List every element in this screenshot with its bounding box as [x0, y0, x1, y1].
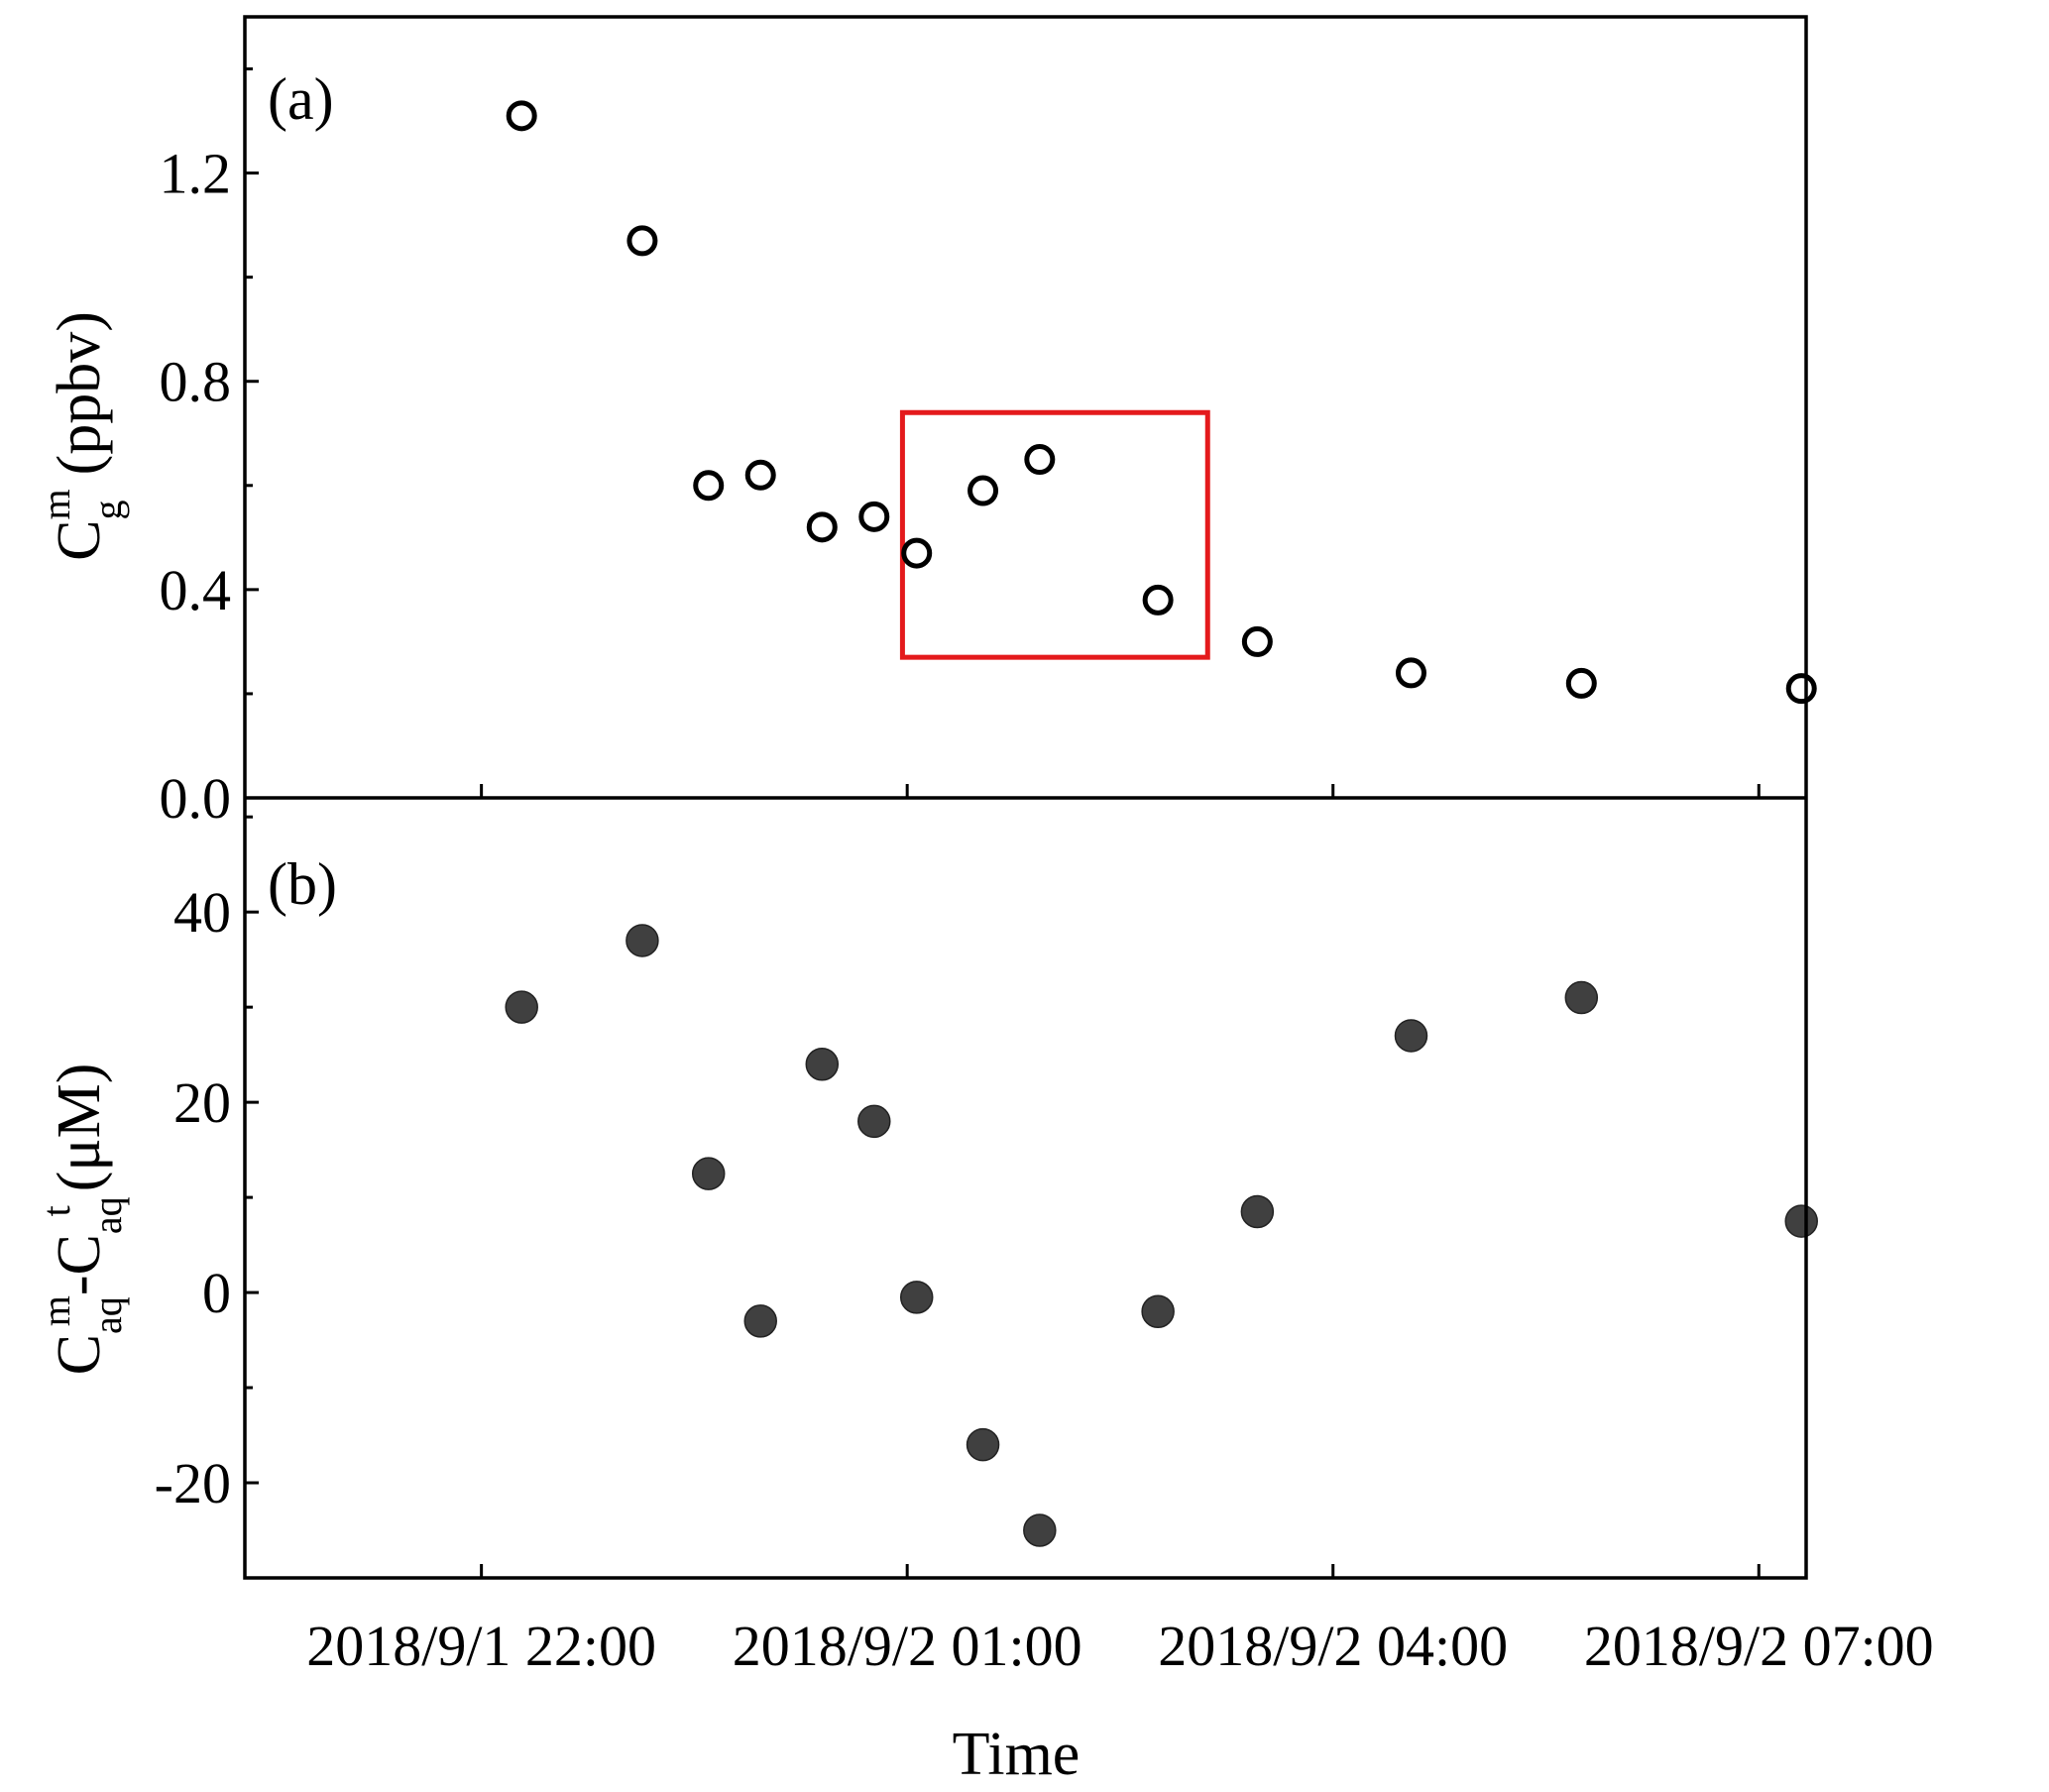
- panel-b-ylabel-sub1: aq: [85, 1296, 130, 1334]
- panel-a-y-tick-label: 0.0: [160, 766, 232, 831]
- highlight-box: [899, 409, 1210, 660]
- panel-a-data-point: [858, 501, 890, 532]
- panel-a-data-point: [626, 225, 658, 257]
- panel-a-data-point: [693, 470, 725, 502]
- panel-b-data-point: [1240, 1194, 1275, 1229]
- x-tick-label: 2018/9/1 22:00: [306, 1614, 656, 1678]
- panel-a-y-tick-label: 1.2: [160, 142, 232, 206]
- x-tick-labels: 2018/9/1 22:00 2018/9/2 01:00 2018/9/2 04:…: [306, 1614, 1933, 1678]
- panel-b-ylabel-main: C: [46, 1334, 113, 1375]
- panel-a-data-point: [1241, 625, 1273, 657]
- panel-a-y-ticks: 0.0 0.4 0.8 1.2: [160, 67, 259, 831]
- panel-b-y-ticks: -20 0 20 40: [155, 815, 259, 1515]
- panel-b-y-axis-title: Caqm-Caqt(μM): [34, 1064, 130, 1376]
- panel-a-data-point: [1142, 584, 1174, 616]
- panel-a-x-ticks: [480, 784, 1761, 798]
- panel-b-data-point: [805, 1047, 840, 1081]
- panel-b-y-tick-label: -20: [155, 1451, 231, 1515]
- panel-a-data-point: [1395, 657, 1426, 689]
- panel-b-ylabel-sub2: aq: [85, 1196, 130, 1234]
- panel-b-markers: [505, 924, 1818, 1547]
- panel-b-data-point: [899, 1281, 934, 1314]
- panel-a-data-point: [901, 537, 933, 569]
- panel-a-data-point: [506, 100, 537, 132]
- panel-b-data-point: [505, 990, 538, 1024]
- panel-a-data-point: [806, 511, 838, 543]
- panel-b-data-point: [966, 1427, 1000, 1462]
- panel-a-y-axis-title: Cgm (ppbv): [34, 311, 130, 561]
- panel-b-data-point: [691, 1157, 726, 1190]
- panel-a: (a) 0.0 0.4 0.8 1.2 Cgm (ppbv): [34, 66, 1817, 831]
- plot-frame: [243, 15, 1808, 1580]
- panel-b-ylabel-sup1: m: [34, 1295, 78, 1326]
- panel-a-data-point: [1024, 444, 1056, 476]
- panel-b-y-tick-label: 20: [173, 1070, 231, 1135]
- panel-b-ylabel-rest: (μM): [46, 1064, 113, 1192]
- panel-b-data-point: [1564, 980, 1599, 1015]
- panel-a-data-point: [1565, 667, 1597, 699]
- panel-b-x-ticks: [480, 1564, 1761, 1578]
- panel-a-markers: [506, 100, 1817, 705]
- panel-b-data-point: [743, 1304, 777, 1338]
- panel-a-data-point: [1785, 673, 1817, 705]
- panel-b-ylabel-dash: -C: [46, 1234, 113, 1295]
- panel-b-data-point: [626, 924, 659, 957]
- highlight-box-group: [899, 409, 1210, 660]
- panel-a-ylabel-sub: g: [85, 501, 130, 520]
- panel-a-data-point: [968, 475, 999, 506]
- panel-a-ylabel-rest: (ppbv): [46, 311, 113, 475]
- panel-a-ylabel-sup: m: [34, 489, 78, 519]
- panel-a-y-tick-label: 0.4: [160, 558, 232, 622]
- panel-b-y-tick-label: 40: [173, 880, 231, 945]
- panel-a-data-point: [744, 459, 776, 491]
- x-tick-label: 2018/9/2 07:00: [1584, 1614, 1934, 1678]
- panel-b-data-point: [1784, 1204, 1818, 1238]
- panel-b-data-point: [1023, 1513, 1057, 1547]
- x-axis-title: Time: [953, 1721, 1081, 1788]
- panel-b-data-point: [1141, 1294, 1175, 1329]
- x-tick-label: 2018/9/2 01:00: [733, 1614, 1082, 1678]
- x-tick-label: 2018/9/2 04:00: [1158, 1614, 1508, 1678]
- panel-b-label: (b): [268, 851, 337, 917]
- panel-a-y-tick-label: 0.8: [160, 350, 232, 414]
- panel-b-y-tick-label: 0: [202, 1261, 231, 1325]
- panel-b-data-point: [1394, 1019, 1428, 1053]
- panel-a-ylabel-main: C: [46, 520, 113, 561]
- panel-a-label: (a): [268, 66, 334, 132]
- panel-b-data-point: [857, 1104, 891, 1139]
- panel-b-ylabel-sup2: t: [34, 1205, 78, 1216]
